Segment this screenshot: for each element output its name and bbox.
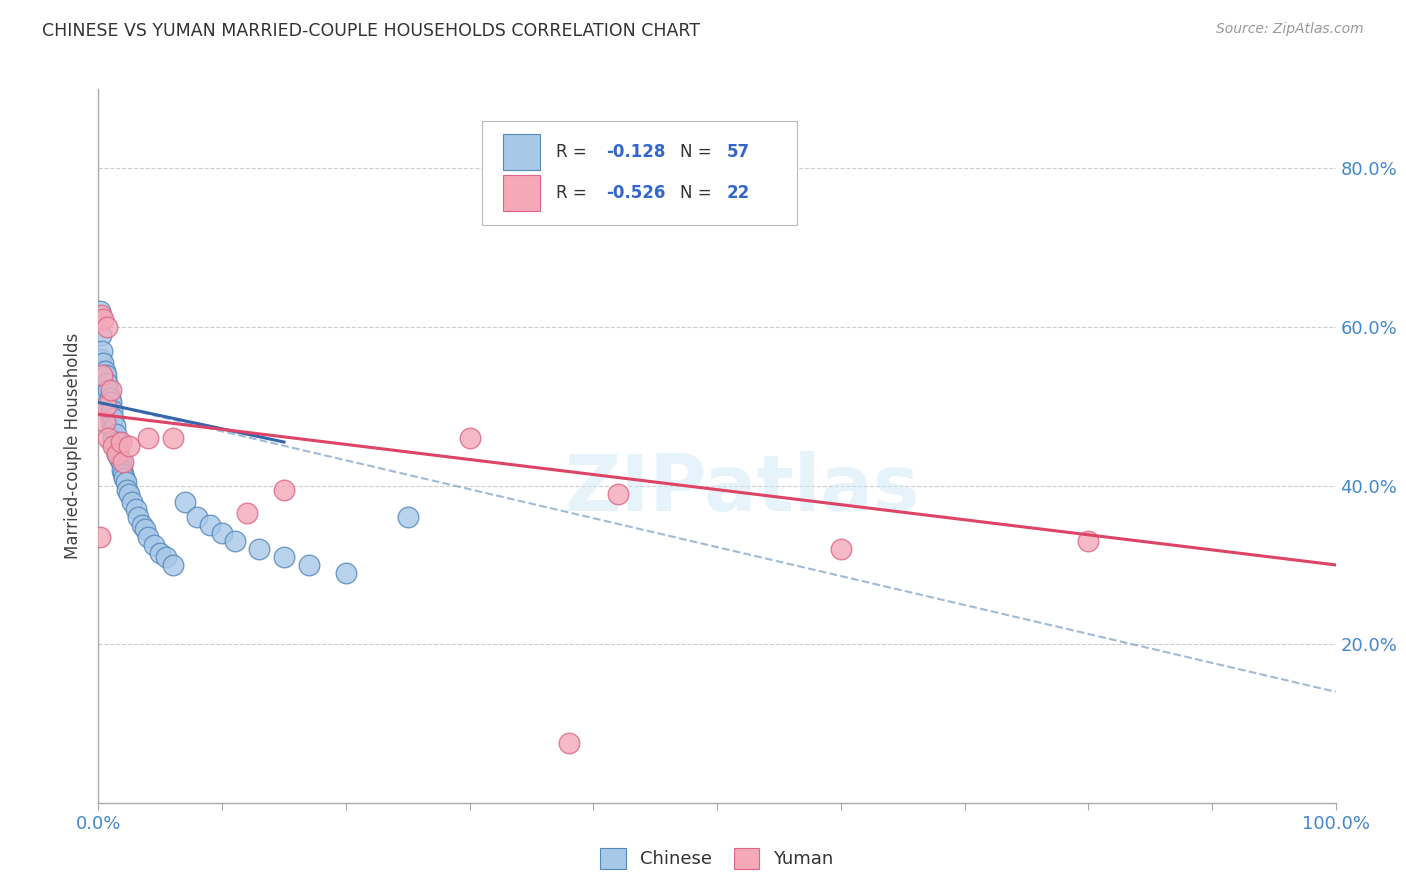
Point <box>91 368 114 382</box>
Point <box>143 538 166 552</box>
Legend: Chinese, Yuman: Chinese, Yuman <box>593 840 841 876</box>
Point <box>110 455 132 469</box>
Point <box>103 419 125 434</box>
Point <box>557 736 579 750</box>
Point <box>335 566 357 580</box>
Point <box>136 431 159 445</box>
Point <box>93 384 115 398</box>
Point <box>155 549 177 564</box>
Point <box>97 403 120 417</box>
Point <box>96 320 118 334</box>
Point <box>90 328 112 343</box>
Point <box>134 522 156 536</box>
Point <box>103 439 125 453</box>
Point <box>110 435 132 450</box>
Point <box>1077 534 1099 549</box>
FancyBboxPatch shape <box>503 134 540 169</box>
Point <box>103 431 125 445</box>
Point <box>93 415 115 429</box>
Point <box>93 364 115 378</box>
Point <box>224 534 246 549</box>
Point <box>97 384 120 398</box>
Point <box>108 450 131 465</box>
Point <box>94 368 117 382</box>
Text: R =: R = <box>557 143 592 161</box>
Point <box>100 395 122 409</box>
Point <box>830 542 852 557</box>
Point <box>174 494 197 508</box>
Point <box>112 471 135 485</box>
Point <box>115 483 138 497</box>
Point <box>124 502 146 516</box>
Point <box>118 439 141 453</box>
Point <box>107 442 129 457</box>
Point <box>94 400 117 414</box>
Point <box>114 475 136 489</box>
Text: ZIPatlas: ZIPatlas <box>564 450 920 527</box>
Point <box>94 387 117 401</box>
Point <box>112 467 135 481</box>
Point <box>96 376 118 390</box>
Text: CHINESE VS YUMAN MARRIED-COUPLE HOUSEHOLDS CORRELATION CHART: CHINESE VS YUMAN MARRIED-COUPLE HOUSEHOL… <box>42 22 700 40</box>
Point <box>149 546 172 560</box>
Point <box>101 403 124 417</box>
Point <box>89 304 111 318</box>
Point <box>136 530 159 544</box>
Point <box>198 518 221 533</box>
Point <box>105 447 128 461</box>
Point <box>100 384 122 398</box>
Text: -0.128: -0.128 <box>606 143 665 161</box>
Point <box>90 351 112 366</box>
Point <box>98 407 121 421</box>
Point <box>93 356 115 370</box>
Point <box>186 510 208 524</box>
Point <box>236 507 259 521</box>
Text: -0.526: -0.526 <box>606 184 665 202</box>
Point <box>89 530 111 544</box>
FancyBboxPatch shape <box>503 175 540 211</box>
Point <box>131 518 153 533</box>
Point <box>121 494 143 508</box>
Point <box>162 431 184 445</box>
Point <box>100 415 122 429</box>
Point <box>396 510 419 524</box>
Point <box>103 411 125 425</box>
Point <box>111 463 134 477</box>
Point <box>105 435 128 450</box>
Point <box>91 343 114 358</box>
Point <box>118 486 141 500</box>
Point <box>93 312 115 326</box>
Point <box>273 549 295 564</box>
Text: N =: N = <box>681 143 717 161</box>
Text: 57: 57 <box>727 143 749 161</box>
Point <box>96 400 118 414</box>
Point <box>103 439 125 453</box>
Text: 22: 22 <box>727 184 751 202</box>
FancyBboxPatch shape <box>482 121 797 225</box>
Point <box>298 558 321 572</box>
Point <box>91 368 114 382</box>
Point <box>101 423 124 437</box>
Point <box>93 376 115 390</box>
Point <box>105 447 128 461</box>
Point <box>97 431 120 445</box>
Text: N =: N = <box>681 184 717 202</box>
Text: Source: ZipAtlas.com: Source: ZipAtlas.com <box>1216 22 1364 37</box>
Point <box>247 542 270 557</box>
Point <box>458 431 481 445</box>
Text: R =: R = <box>557 184 592 202</box>
Point <box>90 308 112 322</box>
Point <box>273 483 295 497</box>
Point <box>162 558 184 572</box>
Point <box>607 486 630 500</box>
Point <box>127 510 149 524</box>
Point <box>98 392 121 406</box>
Point <box>104 427 127 442</box>
Y-axis label: Married-couple Households: Married-couple Households <box>65 333 83 559</box>
Point <box>112 455 135 469</box>
Point <box>211 526 233 541</box>
